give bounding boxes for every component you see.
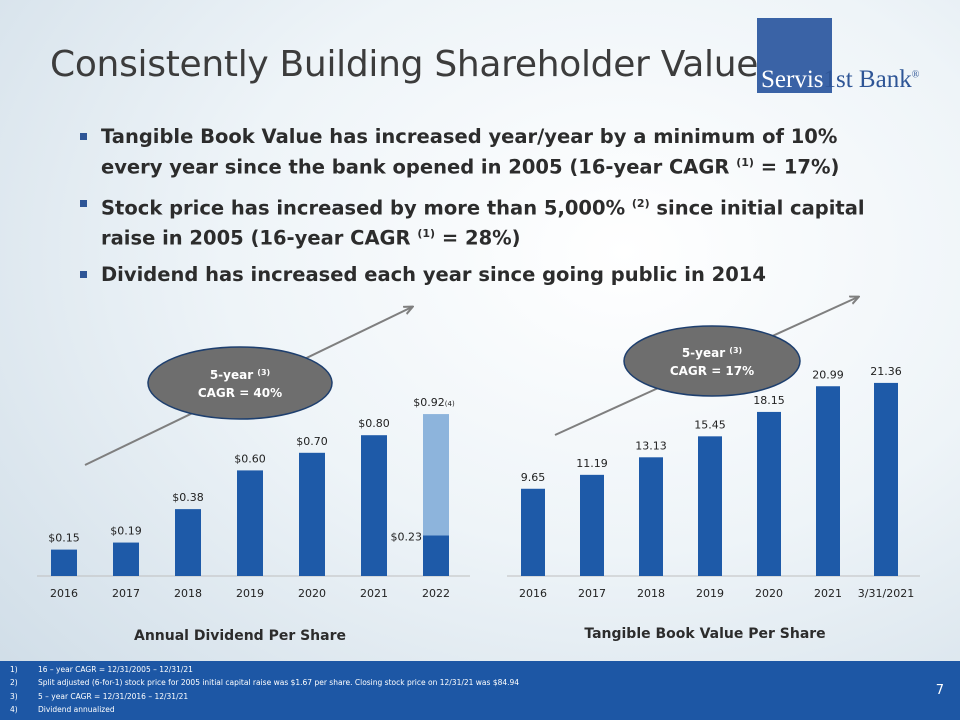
cagr-callout-line2: CAGR = 17% [670, 364, 754, 378]
bar [237, 470, 263, 576]
bullet-text: Dividend has increased each year since g… [101, 262, 766, 286]
logo-text: Servis1st Bank® [761, 66, 919, 94]
bullet-item: Stock price has increased by more than 5… [80, 191, 880, 252]
bar-label: 11.19 [576, 457, 608, 470]
x-tick-label: 2018 [174, 587, 202, 600]
bullet-text: since initial capital raise in 2005 (16-… [101, 196, 865, 250]
cagr-footnote-ref: (3) [729, 346, 742, 355]
company-logo: Servis1st Bank® [757, 18, 945, 93]
bar [51, 549, 77, 576]
cagr-callout [623, 325, 801, 397]
bar [299, 452, 325, 576]
bar-label: 21.36 [870, 365, 902, 378]
x-tick-label: 2018 [637, 587, 665, 600]
bullet-item: Dividend has increased each year since g… [80, 262, 880, 288]
bar [175, 509, 201, 576]
bar-label: $0.19 [110, 525, 142, 538]
footnote: 1) 16 – year CAGR = 12/31/2005 – 12/31/21 [10, 665, 193, 674]
x-tick-label: 2017 [578, 587, 606, 600]
bar-label: $0.38 [172, 491, 204, 504]
chart-title: Tangible Book Value Per Share [584, 626, 825, 642]
logo-part2: 1st Bank [823, 66, 912, 93]
footnote-text: 16 – year CAGR = 12/31/2005 – 12/31/21 [38, 665, 193, 674]
bullet-footnote-ref: (1) [417, 227, 436, 240]
footnote: 4) Dividend annualized [10, 705, 115, 714]
x-tick-label: 2019 [696, 587, 724, 600]
logo-reg: ® [911, 69, 920, 81]
cagr-callout [147, 346, 333, 420]
footnote: 2) Split adjusted (6-for-1) stock price f… [10, 678, 519, 687]
page-title: Consistently Building Shareholder Value [50, 44, 759, 85]
bar [757, 411, 781, 576]
x-tick-label: 2016 [519, 587, 547, 600]
logo-part1: Servis [761, 66, 824, 93]
bar [361, 435, 387, 576]
bullet-text: Stock price has increased by more than 5… [101, 196, 632, 219]
x-tick-label: 2020 [298, 587, 326, 600]
logo-box [757, 18, 832, 93]
chart-title: Annual Dividend Per Share [134, 628, 346, 644]
bullet-footnote-ref: (1) [736, 156, 754, 169]
footnote: 3) 5 – year CAGR = 12/31/2016 – 12/31/21 [10, 692, 188, 701]
footnote-text: Split adjusted (6-for-1) stock price for… [38, 678, 520, 687]
bar-label: 15.45 [694, 418, 726, 431]
annualized-bar-label: $0.92(4) [413, 396, 455, 409]
footnote-number: 4) [10, 705, 18, 714]
x-tick-label: 2021 [360, 587, 388, 600]
bullet-text: = 17%) [753, 155, 840, 179]
bar [423, 535, 449, 576]
bullet-marker-icon [80, 133, 87, 140]
bar [874, 382, 898, 576]
bar [698, 436, 722, 576]
bullet-text: = 28%) [435, 226, 521, 250]
x-tick-label: 2022 [422, 587, 450, 600]
annualized-note: (4) [445, 400, 455, 408]
x-tick-label: 2020 [755, 587, 783, 600]
bullet-footnote-ref: (2) [631, 196, 650, 210]
bullet-text: Tangible Book Value has increased year/y… [101, 125, 838, 179]
x-tick-label: 2016 [50, 587, 78, 600]
cagr-footnote-ref: (3) [257, 368, 270, 377]
bullet-marker-icon [80, 199, 87, 207]
bullet-marker-icon [80, 270, 87, 278]
footnote-text: Dividend annualized [38, 705, 115, 714]
footnote-text: 5 – year CAGR = 12/31/2016 – 12/31/21 [38, 692, 189, 701]
cagr-callout-line2: CAGR = 40% [198, 386, 282, 400]
bar [113, 542, 139, 576]
bar [639, 457, 663, 576]
bar-label: $0.80 [358, 417, 390, 430]
x-tick-label: 3/31/2021 [858, 587, 914, 600]
cagr-callout-line1: 5-year (3) [682, 346, 742, 360]
charts-canvas: $0.92(4) $0.15 2016 $0.19 2017 $0.38 2018 $0.60… [37, 0, 920, 644]
cagr-callout-line1: 5-year (3) [210, 368, 270, 382]
bar-label: 9.65 [521, 471, 546, 484]
page-number: 7 [935, 683, 944, 698]
bar [580, 474, 604, 576]
bar-label: $0.70 [296, 435, 328, 448]
footnote-number: 3) [10, 692, 18, 701]
bullet-list: Tangible Book Value has increased year/y… [80, 124, 880, 298]
bar [521, 488, 545, 576]
bar-label: $0.23 [391, 531, 423, 544]
x-tick-label: 2017 [112, 587, 140, 600]
x-tick-label: 2021 [814, 587, 842, 600]
bar-label: 18.15 [753, 394, 785, 407]
x-tick-label: 2019 [236, 587, 264, 600]
bar-label: 20.99 [812, 368, 844, 381]
footnote-number: 2) [10, 678, 18, 687]
bar [816, 386, 840, 576]
footnote-number: 1) [10, 665, 18, 674]
bar-label: 13.13 [635, 439, 667, 452]
bullet-item: Tangible Book Value has increased year/y… [80, 124, 880, 181]
footer: 1) 16 – year CAGR = 12/31/2005 – 12/31/21… [0, 661, 960, 720]
bar-label: $0.15 [48, 532, 80, 545]
bar-label: $0.60 [234, 452, 266, 465]
